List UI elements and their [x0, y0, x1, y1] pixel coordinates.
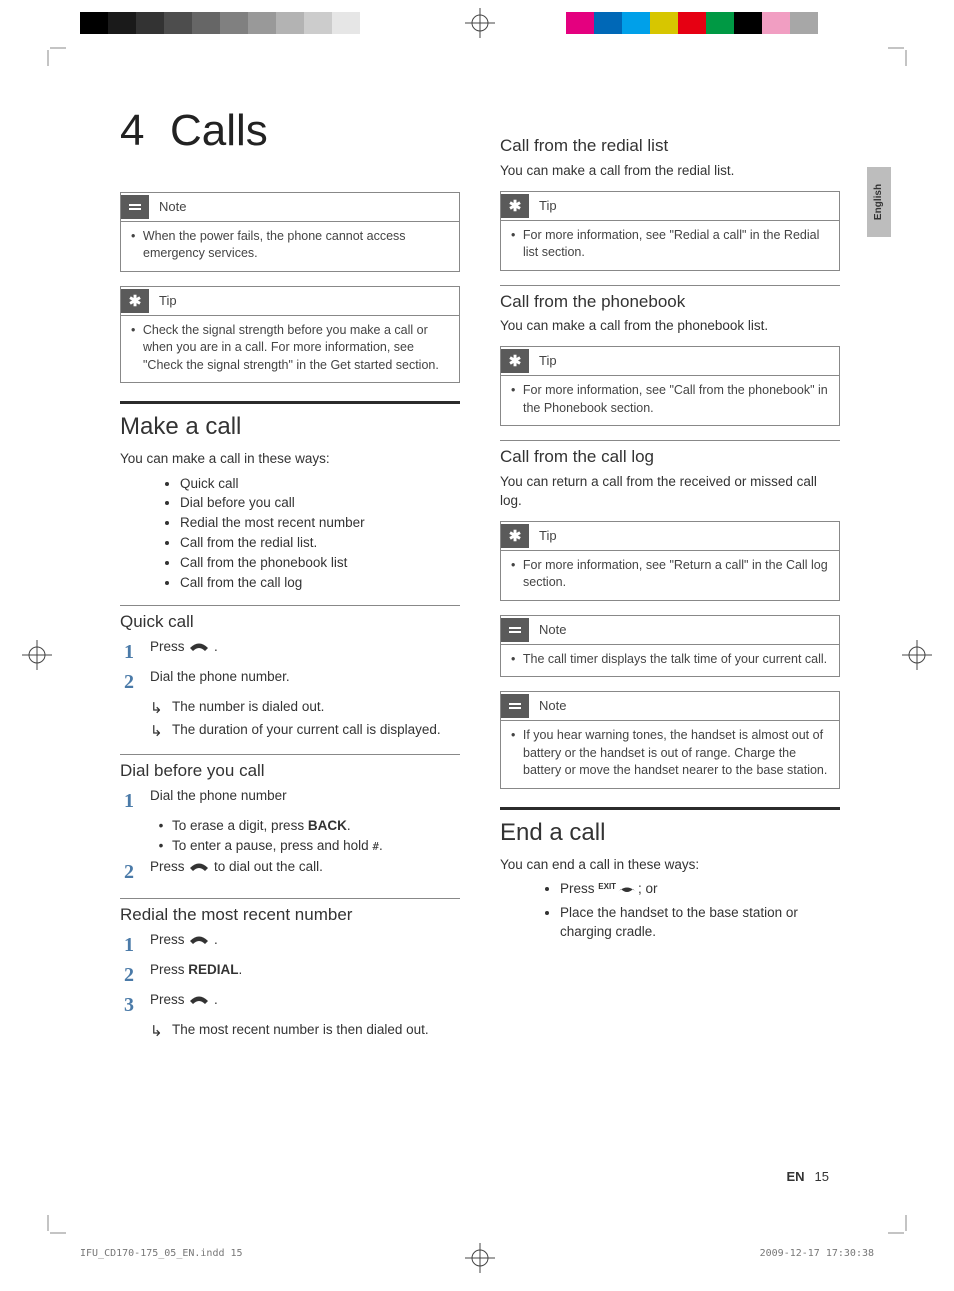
- list-item: Place the handset to the base station or…: [560, 904, 840, 942]
- sub-dial-before: Dial before you call: [120, 754, 460, 783]
- step-text: Press .: [150, 931, 460, 959]
- language-tab: English: [867, 167, 891, 237]
- phone-hangup-icon: [616, 883, 638, 903]
- footer-meta: IFU_CD170-175_05_EN.indd 15 2009-12-17 1…: [80, 1247, 874, 1261]
- sub-bullet: To enter a pause, press and hold #.: [150, 837, 460, 856]
- registration-mark-icon: [902, 640, 932, 670]
- tip-icon: ✱: [501, 194, 529, 218]
- result-text: The duration of your current call is dis…: [172, 721, 441, 742]
- page-content: 4Calls Note When the power fails, the ph…: [120, 100, 840, 1044]
- result-text: The number is dialed out.: [172, 698, 324, 719]
- phone-icon: [188, 934, 210, 954]
- step-text: Press .: [150, 638, 460, 666]
- result-text: The most recent number is then dialed ou…: [172, 1021, 429, 1042]
- exit-icon: EXIT: [598, 881, 616, 892]
- tip-callout: ✱ Tip For more information, see "Return …: [500, 521, 840, 601]
- tip-callout: ✱ Tip Check the signal strength before y…: [120, 286, 460, 384]
- step-text: Press .: [150, 991, 460, 1019]
- list-item: Call from the redial list.: [180, 534, 460, 553]
- footer-lang: EN: [786, 1169, 804, 1184]
- end-ways: Press EXIT; or Place the handset to the …: [500, 880, 840, 942]
- note-text: The call timer displays the talk time of…: [523, 651, 829, 669]
- end-intro: You can end a call in these ways:: [500, 856, 840, 875]
- footer-timestamp: 2009-12-17 17:30:38: [760, 1247, 874, 1261]
- section-make-call: Make a call: [120, 401, 460, 444]
- svg-text:✱: ✱: [509, 528, 522, 544]
- phone-icon: [188, 641, 210, 661]
- tip-callout: ✱ Tip For more information, see "Call fr…: [500, 346, 840, 426]
- note-icon: [121, 195, 149, 219]
- chapter-text: Calls: [170, 106, 268, 155]
- svg-text:✱: ✱: [129, 293, 142, 309]
- svg-text:✱: ✱: [509, 198, 522, 214]
- note-label: Note: [529, 697, 566, 715]
- step-text: Dial the phone number.: [150, 668, 460, 696]
- chapter-number: 4: [120, 100, 170, 162]
- tip-icon: ✱: [501, 349, 529, 373]
- tip-label: Tip: [529, 197, 557, 215]
- section-end-call: End a call: [500, 807, 840, 850]
- crop-mark-icon: [888, 1215, 914, 1241]
- step-text: Press to dial out the call.: [150, 858, 460, 886]
- page-number: EN 15: [786, 1168, 829, 1186]
- make-call-intro: You can make a call in these ways:: [120, 450, 460, 469]
- tip-label: Tip: [529, 352, 557, 370]
- phonebook-intro: You can make a call from the phonebook l…: [500, 317, 840, 336]
- note-label: Note: [529, 621, 566, 639]
- list-item: Redial the most recent number: [180, 514, 460, 533]
- list-item: Press EXIT; or: [560, 880, 840, 903]
- crop-mark-icon: [40, 1215, 66, 1241]
- language-tab-label: English: [872, 184, 886, 220]
- note-label: Note: [149, 198, 186, 216]
- footer-file: IFU_CD170-175_05_EN.indd 15: [80, 1247, 243, 1261]
- tip-icon: ✱: [121, 289, 149, 313]
- crop-mark-icon: [888, 40, 914, 66]
- registration-mark-icon: [465, 8, 495, 38]
- list-item: Call from the phonebook list: [180, 554, 460, 573]
- right-column: Call from the redial list You can make a…: [500, 100, 840, 1044]
- chapter-title: 4Calls: [120, 100, 460, 162]
- tip-text: For more information, see "Call from the…: [523, 382, 829, 417]
- list-item: Quick call: [180, 475, 460, 494]
- note-callout: Note If you hear warning tones, the hand…: [500, 691, 840, 789]
- phone-icon: [188, 994, 210, 1014]
- sub-redial-list: Call from the redial list: [500, 130, 840, 158]
- calllog-intro: You can return a call from the received …: [500, 473, 840, 511]
- tip-icon: ✱: [501, 524, 529, 548]
- print-colorbar-right: [538, 12, 874, 34]
- note-text: If you hear warning tones, the handset i…: [523, 727, 829, 780]
- note-icon: [501, 618, 529, 642]
- sub-quick-call: Quick call: [120, 605, 460, 634]
- svg-text:✱: ✱: [509, 353, 522, 369]
- note-icon: [501, 694, 529, 718]
- tip-callout: ✱ Tip For more information, see "Redial …: [500, 191, 840, 271]
- note-callout: Note The call timer displays the talk ti…: [500, 615, 840, 678]
- redial-list-intro: You can make a call from the redial list…: [500, 162, 840, 181]
- footer-page: 15: [815, 1169, 829, 1184]
- tip-text: Check the signal strength before you mak…: [143, 322, 449, 375]
- make-call-ways: Quick call Dial before you call Redial t…: [120, 475, 460, 593]
- registration-mark-icon: [22, 640, 52, 670]
- left-column: 4Calls Note When the power fails, the ph…: [120, 100, 460, 1044]
- list-item: Dial before you call: [180, 494, 460, 513]
- note-text: When the power fails, the phone cannot a…: [143, 228, 449, 263]
- tip-text: For more information, see "Redial a call…: [523, 227, 829, 262]
- list-item: Call from the call log: [180, 574, 460, 593]
- sub-phonebook: Call from the phonebook: [500, 285, 840, 314]
- step-text: Press REDIAL.: [150, 961, 460, 989]
- sub-redial: Redial the most recent number: [120, 898, 460, 927]
- note-callout: Note When the power fails, the phone can…: [120, 192, 460, 272]
- sub-calllog: Call from the call log: [500, 440, 840, 469]
- tip-label: Tip: [529, 527, 557, 545]
- hash-icon: #: [372, 840, 379, 853]
- step-text: Dial the phone number: [150, 787, 460, 815]
- crop-mark-icon: [40, 40, 66, 66]
- tip-label: Tip: [149, 292, 177, 310]
- tip-text: For more information, see "Return a call…: [523, 557, 829, 592]
- phone-icon: [188, 861, 210, 881]
- print-colorbar-left: [80, 12, 416, 34]
- sub-bullet: To erase a digit, press BACK.: [150, 817, 460, 836]
